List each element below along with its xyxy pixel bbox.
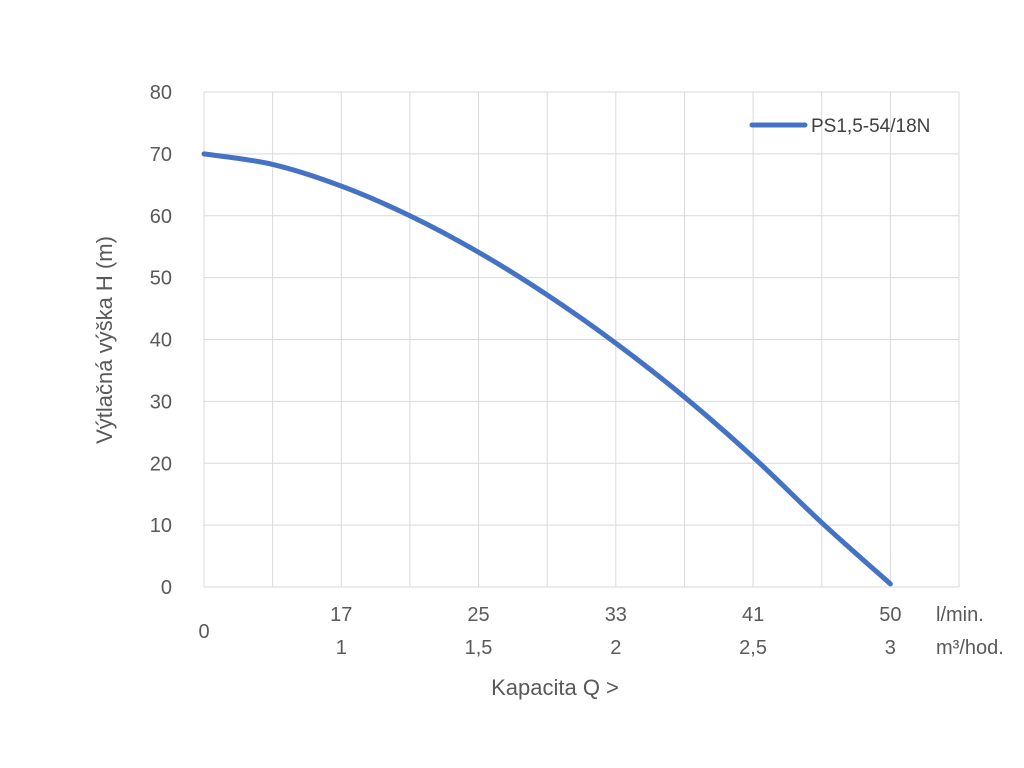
y-tick-label: 40 (150, 330, 172, 352)
horizontal-gridlines (204, 91, 959, 588)
x-axis-tick-labels: 17 25 33 41 50 l/min. 1 1,5 2 2,5 3 m³/hod. (330, 604, 1004, 659)
y-axis-tick-labels: 0 10 20 30 40 50 60 70 80 (150, 82, 172, 599)
x-tick-label: 33 (605, 604, 627, 626)
x-tick-label: 2,5 (739, 637, 767, 659)
x-axis-unit-label: m³/hod. (936, 637, 1004, 659)
x-tick-label: 2 (610, 637, 621, 659)
series-layer (201, 151, 893, 587)
y-tick-label: 20 (150, 453, 172, 475)
x-tick-label: 3 (885, 637, 896, 659)
y-tick-label: 0 (161, 577, 172, 599)
x-tick-label: 17 (330, 604, 352, 626)
vertical-gridlines (203, 92, 960, 587)
y-tick-label: 60 (150, 206, 172, 228)
y-axis-title: Výtlačná výška H (m) (92, 236, 117, 444)
x-tick-label: 1 (336, 637, 347, 659)
series-line-0 (201, 151, 893, 587)
x-axis-title: Kapacita Q > (491, 675, 619, 700)
y-tick-label: 70 (150, 144, 172, 166)
y-tick-label: 30 (150, 391, 172, 413)
x-tick-label: 1,5 (465, 637, 493, 659)
legend-label: PS1,5-54/18N (811, 116, 930, 137)
y-tick-label: 50 (150, 268, 172, 290)
x-tick-label: 41 (742, 604, 764, 626)
x-tick-label: 50 (879, 604, 901, 626)
x-tick-label: 25 (467, 604, 489, 626)
x-origin-tick-label: 0 (198, 621, 209, 643)
y-tick-label: 80 (150, 82, 172, 104)
y-tick-label: 10 (150, 515, 172, 537)
x-axis-unit-label: l/min. (936, 604, 984, 626)
legend: PS1,5-54/18N (749, 116, 930, 137)
